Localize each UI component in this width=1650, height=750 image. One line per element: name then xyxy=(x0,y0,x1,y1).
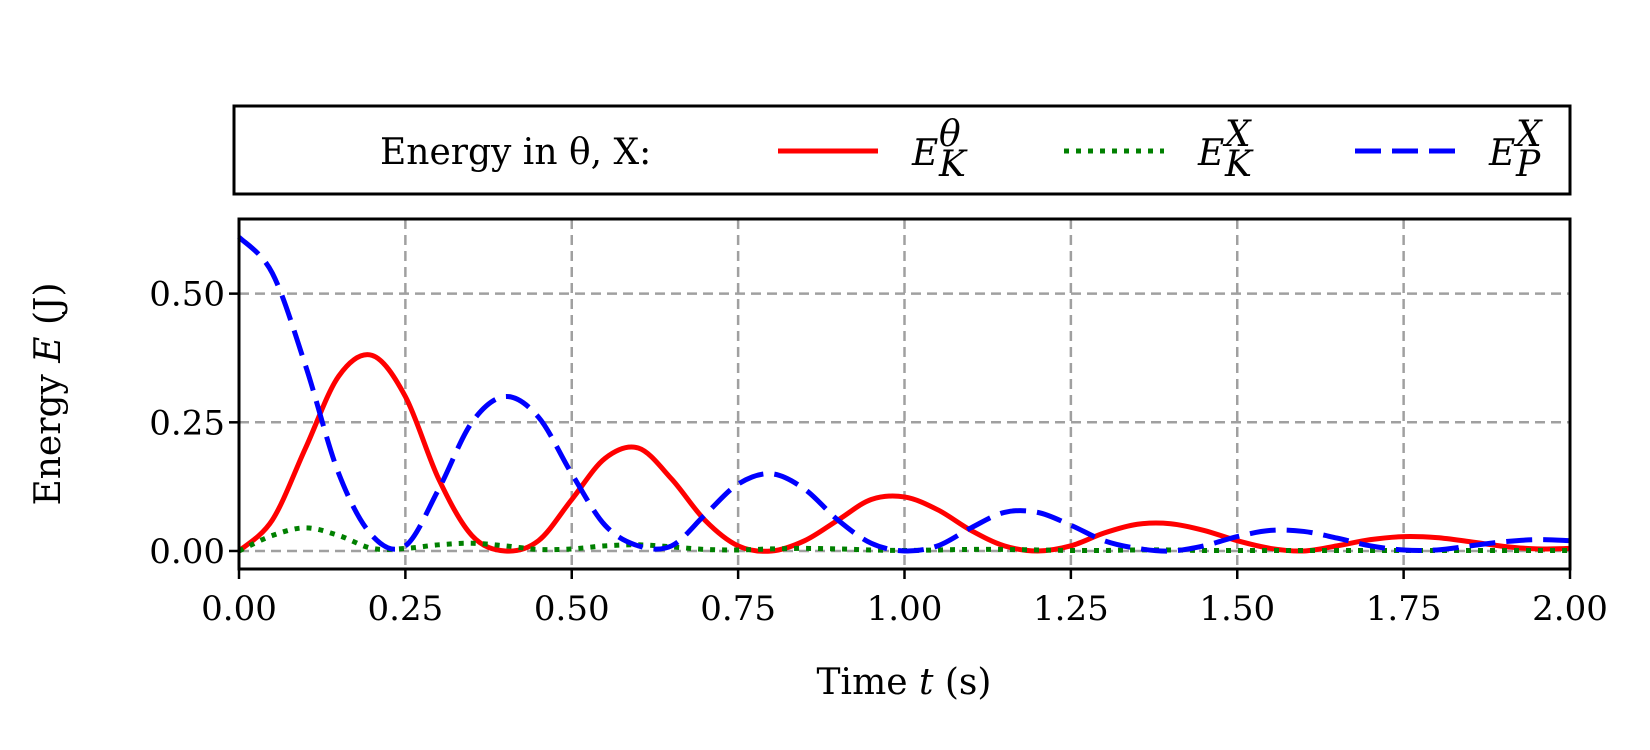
legend-label-sup-2: X xyxy=(1222,114,1252,155)
x-tick-label: 1.25 xyxy=(1033,589,1109,629)
legend-label-sup-1: θ xyxy=(939,114,961,155)
x-tick-label: 0.50 xyxy=(534,589,610,629)
y-axis-label-prefix: Energy xyxy=(28,363,69,506)
x-tick-label: 1.00 xyxy=(867,589,943,629)
legend-label-sub-1: K xyxy=(938,144,968,185)
plot-area: 0.00 0.25 0.50 0.75 1.00 1.25 1.50 1.75 2.00 0.00… xyxy=(149,217,1608,629)
y-tick-label: 0.25 xyxy=(149,403,225,443)
x-tick-label: 0.25 xyxy=(368,589,444,629)
x-tick-label: 1.75 xyxy=(1366,589,1442,629)
y-axis-label-suffix: (J) xyxy=(28,282,69,336)
x-axis-label-suffix: (s) xyxy=(933,662,991,703)
legend-label-sub-2: K xyxy=(1224,144,1254,185)
series-line-1 xyxy=(237,352,1571,554)
x-axis-label-prefix: Time xyxy=(817,662,919,703)
legend-frame xyxy=(232,104,1572,196)
x-tick-label: 0.75 xyxy=(700,589,776,629)
legend-label-1: E xyxy=(911,133,938,174)
x-axis-label: Time t (s) xyxy=(817,662,992,703)
y-tick-label: 0.00 xyxy=(149,532,225,572)
legend-label-3: E xyxy=(1488,133,1515,174)
x-tick-label: 1.50 xyxy=(1199,589,1275,629)
legend-label-sub-3: P xyxy=(1515,144,1541,185)
legend-label-sup-3: X xyxy=(1513,114,1543,155)
series-line-3 xyxy=(237,235,1571,554)
x-tick-label: 2.00 xyxy=(1532,589,1608,629)
legend-label-2: E xyxy=(1197,133,1224,174)
x-axis-label-var: t xyxy=(919,662,934,703)
legend-title: Energy in θ, X: xyxy=(380,132,651,173)
y-tick-label: 0.50 xyxy=(149,275,225,315)
y-axis-label: Energy E (J) xyxy=(28,282,69,505)
y-axis-label-var: E xyxy=(28,336,69,363)
x-tick-label: 0.00 xyxy=(201,589,277,629)
